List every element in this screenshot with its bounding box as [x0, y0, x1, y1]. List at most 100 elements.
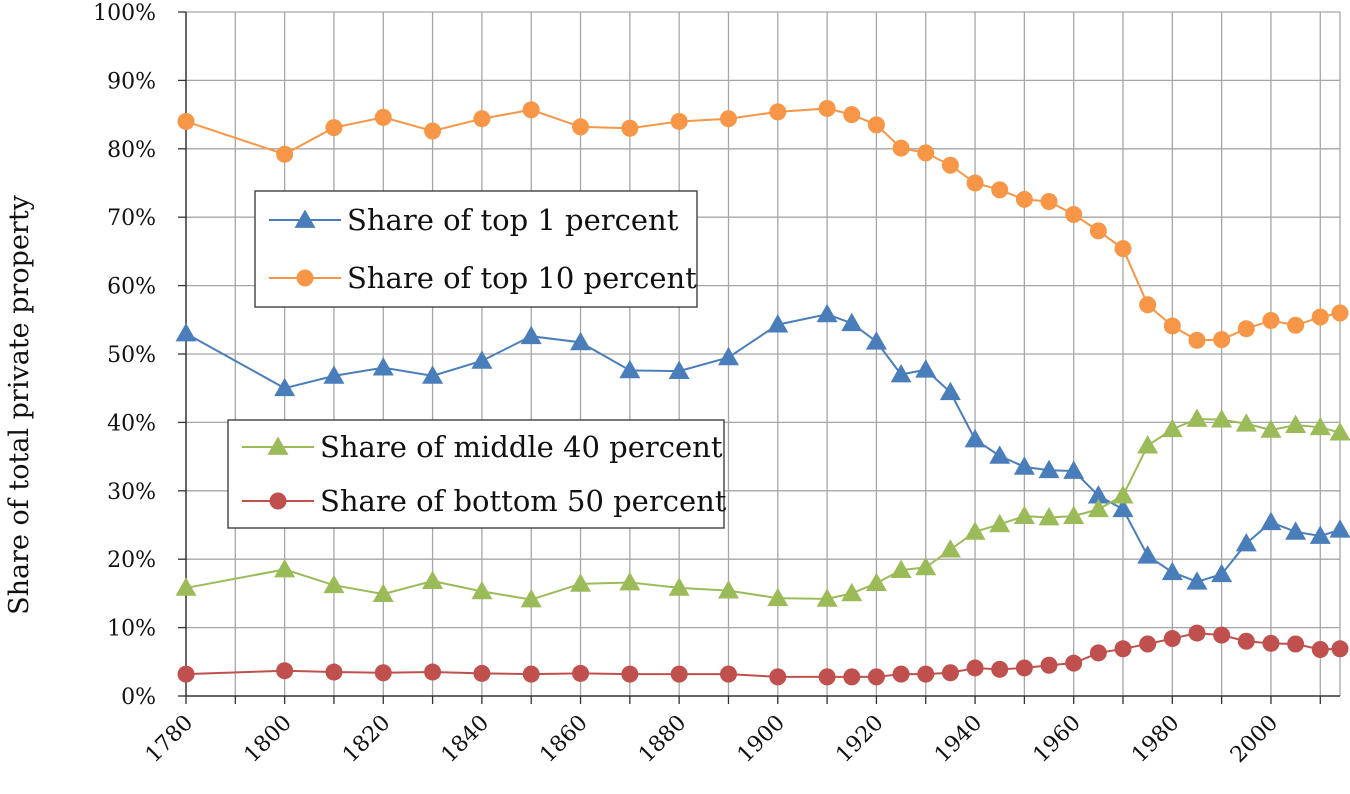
- data-point: [717, 580, 739, 599]
- data-point: [843, 106, 861, 124]
- x-tick-label: 1980: [1127, 711, 1184, 768]
- data-point: [175, 577, 197, 596]
- data-point: [471, 580, 493, 600]
- legend-box: Share of top 1 percent Share of top 10 pe…: [254, 190, 698, 308]
- data-point: [1211, 563, 1233, 583]
- data-point: [522, 665, 540, 683]
- data-point: [939, 381, 961, 401]
- y-tick-label: 40%: [107, 411, 156, 436]
- data-point: [867, 668, 885, 686]
- data-point: [767, 587, 789, 607]
- y-tick-label: 0%: [121, 685, 156, 710]
- data-point: [890, 364, 912, 383]
- data-point: [276, 662, 294, 680]
- data-point: [670, 112, 688, 130]
- data-point: [619, 359, 641, 379]
- y-tick-label: 50%: [107, 343, 156, 368]
- legend-frame: [254, 190, 698, 308]
- data-point: [966, 659, 984, 677]
- data-point: [175, 322, 197, 342]
- y-axis-title: Share of total private property: [4, 194, 35, 615]
- data-point: [717, 346, 739, 366]
- data-point: [177, 665, 195, 683]
- series-share-of-top-1-percent: [175, 303, 1350, 590]
- y-tick-label: 30%: [107, 480, 156, 505]
- x-tick-label: 1860: [535, 711, 592, 768]
- y-tick-label: 70%: [107, 206, 156, 231]
- data-point: [1087, 498, 1109, 518]
- legend-swatch-marker: [267, 436, 289, 455]
- data-point: [1065, 205, 1083, 223]
- data-point: [1161, 561, 1183, 581]
- legends: Share of top 1 percent Share of top 10 pe…: [227, 190, 727, 529]
- data-point: [1087, 485, 1109, 504]
- series-line: [185, 107, 1341, 342]
- data-point: [1163, 630, 1181, 648]
- data-point: [769, 103, 787, 121]
- data-point: [1213, 626, 1231, 644]
- data-point: [570, 331, 592, 351]
- data-point: [274, 558, 296, 578]
- legend-item: Share of middle 40 percent: [242, 430, 723, 464]
- data-point: [1089, 644, 1107, 662]
- data-point: [719, 665, 737, 683]
- series-share-of-bottom-50-percent: [177, 624, 1349, 686]
- data-point: [843, 668, 861, 686]
- data-point: [892, 139, 910, 157]
- data-point: [520, 325, 542, 345]
- data-point: [892, 665, 910, 683]
- data-point: [1040, 656, 1058, 674]
- data-point: [1186, 408, 1208, 427]
- data-point: [818, 99, 836, 117]
- data-point: [1112, 498, 1134, 518]
- data-point: [473, 664, 491, 682]
- data-point: [1040, 192, 1058, 210]
- data-point: [964, 521, 986, 540]
- data-point: [1235, 413, 1257, 432]
- data-point: [1137, 545, 1159, 564]
- data-point: [177, 112, 195, 130]
- data-point: [1262, 311, 1280, 329]
- data-point: [274, 377, 296, 397]
- axes: [178, 11, 1340, 704]
- data-point: [670, 665, 688, 683]
- data-point: [1309, 416, 1331, 436]
- series-group: [175, 99, 1350, 686]
- y-tick-label: 80%: [107, 138, 156, 163]
- y-tick-label: 60%: [107, 275, 156, 300]
- data-point: [424, 663, 442, 681]
- data-point: [767, 314, 789, 333]
- data-point: [865, 331, 887, 350]
- x-tick-label: 1900: [733, 711, 790, 768]
- data-point: [1139, 635, 1157, 653]
- data-point: [1331, 640, 1349, 658]
- data-point: [1137, 435, 1159, 454]
- series-share-of-middle-40-percent: [175, 408, 1350, 608]
- data-point: [325, 119, 343, 137]
- series-line: [185, 632, 1341, 678]
- data-point: [964, 429, 986, 448]
- x-tick-label: 2000: [1226, 711, 1283, 768]
- data-point: [1211, 409, 1233, 428]
- data-point: [323, 365, 345, 384]
- data-point: [424, 122, 442, 140]
- data-point: [1285, 521, 1307, 540]
- data-point: [471, 350, 493, 369]
- data-point: [572, 664, 590, 682]
- data-point: [619, 571, 641, 591]
- data-point: [422, 365, 444, 384]
- data-point: [966, 174, 984, 192]
- data-point: [1015, 190, 1033, 208]
- data-point: [1287, 635, 1305, 653]
- x-tick-label: 1800: [240, 711, 297, 768]
- data-point: [1015, 659, 1033, 677]
- x-tick-label: 1920: [831, 711, 888, 768]
- data-point: [374, 108, 392, 126]
- x-tick-label: 1960: [1029, 711, 1086, 768]
- data-point: [1285, 414, 1307, 434]
- data-point: [1311, 640, 1329, 658]
- data-point: [1161, 418, 1183, 438]
- data-point: [1038, 506, 1060, 526]
- legend-swatch-marker: [296, 269, 314, 287]
